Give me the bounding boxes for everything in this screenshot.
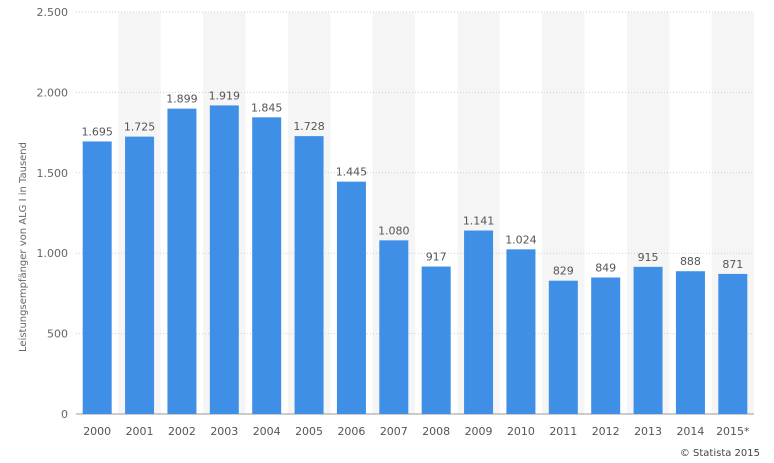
bar xyxy=(294,136,324,414)
y-axis-label: Leistungsempfänger von ALG I in Tausend xyxy=(18,142,29,352)
bar xyxy=(82,141,112,414)
x-tick-label: 2013 xyxy=(634,425,662,438)
data-label: 915 xyxy=(638,251,659,264)
data-label: 917 xyxy=(426,251,447,264)
bar xyxy=(548,280,578,414)
data-label: 829 xyxy=(553,265,574,278)
bar xyxy=(718,273,748,414)
bar xyxy=(506,249,536,414)
data-label: 849 xyxy=(595,261,616,274)
y-tick-label: 2.000 xyxy=(37,86,69,99)
x-tick-label: 2000 xyxy=(83,425,111,438)
bar xyxy=(675,271,705,414)
data-labels: 1.695 1.725 1.899 1.919 1.845 1.728 1.445 1.080… xyxy=(81,89,743,277)
data-label: 1.445 xyxy=(336,166,368,179)
bar xyxy=(379,240,409,414)
bar xyxy=(633,266,663,414)
data-label: 1.080 xyxy=(378,224,410,237)
x-tick-label: 2005 xyxy=(295,425,323,438)
bar xyxy=(591,277,621,414)
x-axis-ticks: 2000 2001 2002 2003 2004 2005 2006 2007 2008 2009… xyxy=(83,425,750,438)
bar xyxy=(209,105,239,414)
x-tick-label: 2010 xyxy=(507,425,535,438)
data-label: 1.919 xyxy=(209,89,241,102)
bar xyxy=(464,230,494,414)
x-tick-label: 2002 xyxy=(168,425,196,438)
data-label: 1.024 xyxy=(505,233,537,246)
bar xyxy=(125,136,155,414)
x-tick-label: 2012 xyxy=(592,425,620,438)
x-tick-label: 2014 xyxy=(676,425,704,438)
copyright-credit: © Statista 2015 xyxy=(679,448,760,459)
y-tick-label: 1.000 xyxy=(37,247,69,260)
x-tick-label: 2008 xyxy=(422,425,450,438)
data-label: 871 xyxy=(722,258,743,271)
y-tick-label: 1.500 xyxy=(37,167,69,180)
data-label: 888 xyxy=(680,255,701,268)
x-tick-label: 2001 xyxy=(126,425,154,438)
y-axis-ticks: 0 500 1.000 1.500 2.000 2.500 xyxy=(37,6,69,421)
bar xyxy=(252,117,282,414)
x-tick-label: 2004 xyxy=(253,425,281,438)
bar xyxy=(421,266,451,414)
x-tick-label: 2011 xyxy=(549,425,577,438)
bar xyxy=(336,181,366,414)
data-label: 1.728 xyxy=(293,120,325,133)
y-tick-label: 2.500 xyxy=(37,6,69,19)
x-tick-label: 2007 xyxy=(380,425,408,438)
x-tick-label: 2006 xyxy=(337,425,365,438)
data-label: 1.845 xyxy=(251,101,283,114)
data-label: 1.695 xyxy=(81,125,113,138)
y-tick-label: 0 xyxy=(61,408,68,421)
x-tick-label: 2003 xyxy=(210,425,238,438)
data-label: 1.899 xyxy=(166,93,198,106)
x-tick-label: 2009 xyxy=(465,425,493,438)
bars xyxy=(82,105,748,414)
data-label: 1.725 xyxy=(124,121,156,134)
y-tick-label: 500 xyxy=(47,328,68,341)
bar xyxy=(167,108,197,414)
x-tick-label: 2015* xyxy=(716,425,750,438)
data-label: 1.141 xyxy=(463,215,495,228)
